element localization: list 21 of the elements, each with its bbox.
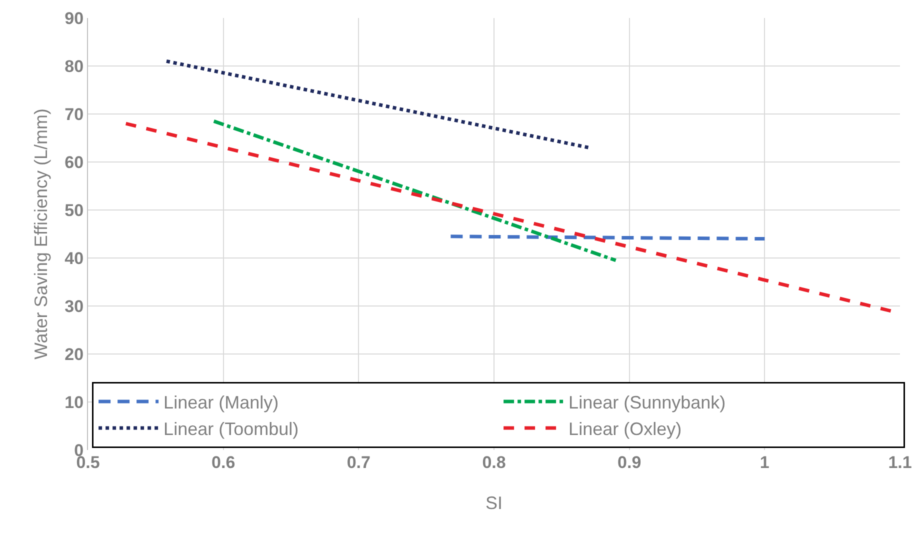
y-tick-label: 30 [64,296,84,316]
legend-label: Linear (Oxley) [568,418,682,439]
x-tick-label: 1 [760,453,770,472]
x-axis-title: SI [485,493,503,514]
legend-label: Linear (Sunnybank) [568,392,726,413]
x-tick-label: 0.6 [212,453,236,472]
y-tick-label: 60 [64,152,84,172]
x-tick-label: 0.8 [482,453,506,472]
legend-label: Linear (Manly) [164,392,279,413]
y-tick-label: 90 [64,8,84,28]
x-tick-label: 0.7 [346,453,370,472]
y-tick-label: 80 [64,56,84,76]
y-tick-label: 50 [64,200,84,220]
y-tick-label: 40 [64,248,84,268]
x-tick-label: 0.9 [618,453,642,472]
y-tick-label: 20 [64,344,84,364]
y-axis-title: Water Saving Efficiency (L/mm) [30,108,51,360]
y-tick-label: 10 [64,392,84,412]
legend-label: Linear (Toombul) [164,418,299,439]
y-tick-label: 70 [64,104,84,124]
x-tick-label: 1.1 [888,453,912,472]
